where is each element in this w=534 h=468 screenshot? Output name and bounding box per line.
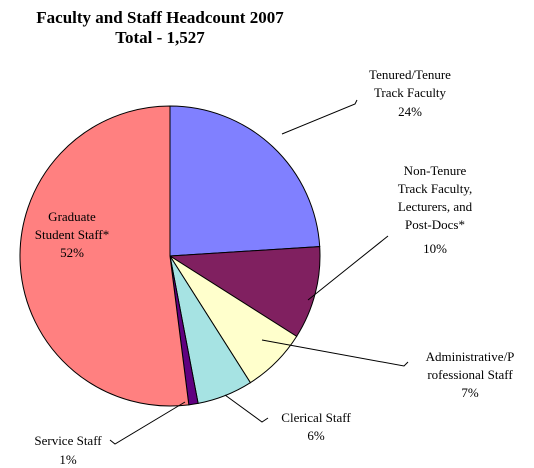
slice-label: Clerical Staff — [281, 410, 351, 425]
slice-label: Service Staff — [34, 433, 102, 448]
slice-label: Administrative/P rofessional Staff — [425, 349, 515, 382]
slice-label: Graduate Student Staff* — [34, 209, 110, 242]
slice-label: Tenured/Tenure Track Faculty — [369, 67, 451, 100]
value-label: 10% — [423, 241, 447, 256]
leader-line — [261, 339, 409, 367]
chart-title: Faculty and Staff Headcount 2007 — [36, 8, 284, 27]
slice-label: Non-Tenure Track Faculty, Lecturers, and… — [397, 163, 473, 232]
value-label: 7% — [461, 385, 479, 400]
value-label: 6% — [307, 428, 325, 443]
value-label: 24% — [398, 104, 422, 119]
pie-slice — [19, 105, 190, 407]
value-label: 52% — [60, 245, 84, 260]
leader-line — [109, 401, 186, 445]
pie-slice — [169, 105, 321, 257]
leader-line — [307, 235, 389, 301]
value-label: 1% — [59, 452, 77, 467]
pie-slice — [168, 246, 321, 338]
leader-line — [224, 394, 269, 423]
chart-subtitle: Total - 1,527 — [115, 28, 205, 47]
leader-line — [281, 99, 358, 135]
